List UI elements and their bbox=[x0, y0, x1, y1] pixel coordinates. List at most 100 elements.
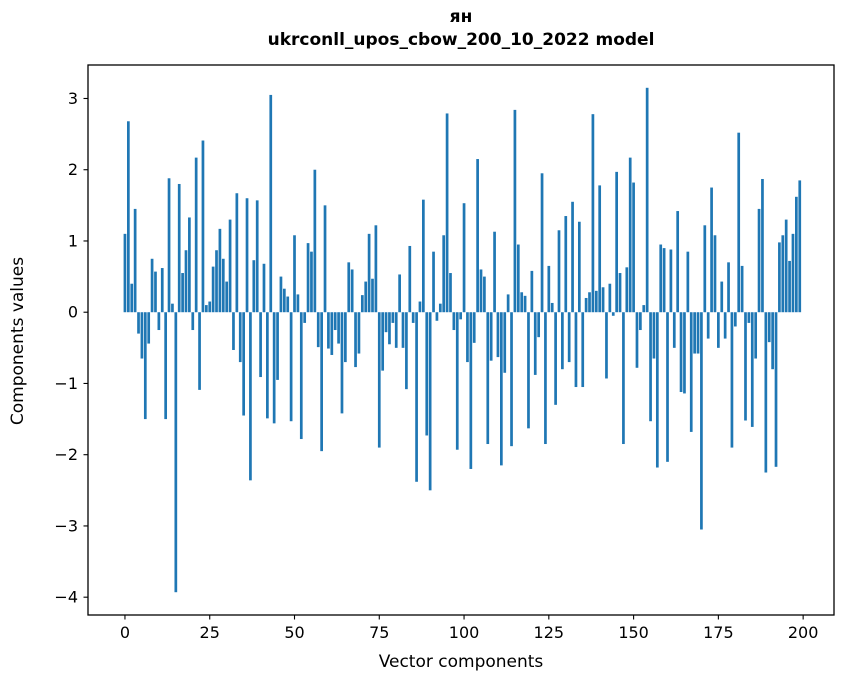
bar bbox=[476, 159, 479, 313]
bar bbox=[710, 187, 713, 313]
bar bbox=[330, 312, 334, 355]
bar bbox=[767, 312, 771, 343]
bar bbox=[269, 94, 273, 313]
bar bbox=[740, 265, 744, 313]
bar bbox=[221, 258, 225, 313]
bar bbox=[340, 312, 344, 414]
bar bbox=[642, 305, 646, 313]
bar bbox=[360, 295, 364, 313]
bar bbox=[761, 178, 764, 313]
bar bbox=[744, 312, 747, 421]
tick-marks bbox=[83, 97, 804, 620]
bar bbox=[530, 270, 534, 313]
x-tick-label: 200 bbox=[788, 623, 819, 642]
bar bbox=[574, 312, 578, 388]
bar bbox=[455, 312, 459, 450]
y-tick-label: −1 bbox=[54, 374, 78, 393]
bar bbox=[486, 312, 490, 445]
y-tick-label: −3 bbox=[54, 516, 78, 535]
x-tick-label: 75 bbox=[369, 623, 389, 642]
bar bbox=[564, 216, 568, 313]
bar bbox=[571, 201, 574, 313]
bar bbox=[581, 312, 585, 388]
bar bbox=[371, 278, 374, 313]
bar bbox=[150, 258, 154, 313]
bar bbox=[171, 303, 174, 313]
bar bbox=[418, 301, 422, 313]
bar bbox=[469, 312, 473, 469]
bar bbox=[615, 171, 618, 313]
bar bbox=[666, 312, 669, 462]
bar bbox=[381, 312, 385, 371]
bar bbox=[628, 157, 632, 313]
bar bbox=[228, 219, 232, 313]
bar bbox=[299, 312, 303, 440]
bar bbox=[516, 244, 520, 313]
bar bbox=[462, 203, 466, 313]
bar bbox=[703, 225, 707, 313]
bar bbox=[547, 265, 551, 313]
bar bbox=[177, 183, 181, 313]
bar bbox=[672, 312, 676, 348]
bar bbox=[432, 251, 435, 313]
bar bbox=[428, 312, 432, 491]
chart-title: ян bbox=[449, 7, 473, 27]
bar bbox=[679, 312, 683, 393]
bar bbox=[537, 312, 541, 338]
bar bbox=[506, 294, 510, 313]
bar bbox=[527, 312, 530, 429]
bar bbox=[364, 281, 368, 313]
bar bbox=[591, 114, 595, 313]
bar bbox=[147, 312, 151, 344]
tick-labels: 0 25 50 75 100 125 150 175 200 3 2 1 0 −1 −2 −3 −4 bbox=[54, 89, 818, 642]
bar bbox=[733, 312, 737, 327]
bar bbox=[557, 230, 561, 313]
bar bbox=[594, 290, 598, 313]
bar bbox=[445, 113, 449, 313]
bar bbox=[401, 312, 405, 348]
x-tick-label: 175 bbox=[703, 623, 734, 642]
bar bbox=[554, 312, 557, 405]
bar bbox=[425, 312, 429, 436]
bar bbox=[449, 273, 452, 313]
bar bbox=[737, 132, 741, 313]
bar bbox=[544, 312, 547, 445]
bar bbox=[750, 312, 754, 427]
bar bbox=[354, 312, 357, 368]
bar bbox=[347, 262, 351, 313]
bar bbox=[489, 312, 493, 361]
bar bbox=[781, 235, 785, 313]
bar bbox=[232, 312, 235, 350]
bar bbox=[483, 276, 486, 313]
bar bbox=[778, 242, 781, 313]
bar bbox=[493, 231, 496, 313]
bar bbox=[388, 312, 391, 345]
bar bbox=[466, 312, 469, 363]
x-tick-label: 100 bbox=[449, 623, 480, 642]
bar bbox=[605, 312, 608, 379]
bar bbox=[503, 312, 507, 373]
bar bbox=[540, 173, 544, 313]
bar bbox=[747, 312, 751, 323]
bar bbox=[127, 121, 130, 313]
bar bbox=[788, 260, 791, 313]
bar bbox=[167, 178, 171, 313]
bar bbox=[405, 312, 408, 390]
bar bbox=[520, 292, 524, 313]
bar bbox=[601, 287, 605, 313]
bar bbox=[696, 312, 700, 354]
bar bbox=[452, 312, 456, 331]
x-tick-label: 125 bbox=[534, 623, 565, 642]
bar bbox=[313, 169, 317, 313]
bar bbox=[523, 295, 527, 313]
bar bbox=[276, 312, 279, 380]
bar bbox=[415, 312, 418, 482]
bar bbox=[333, 312, 337, 331]
bar bbox=[784, 219, 788, 313]
bar bbox=[459, 312, 463, 320]
bar bbox=[645, 87, 649, 313]
bar bbox=[235, 193, 239, 313]
chart-subtitle: ukrconll_upos_cbow_200_10_2022 model bbox=[267, 30, 655, 50]
bar bbox=[639, 312, 642, 331]
